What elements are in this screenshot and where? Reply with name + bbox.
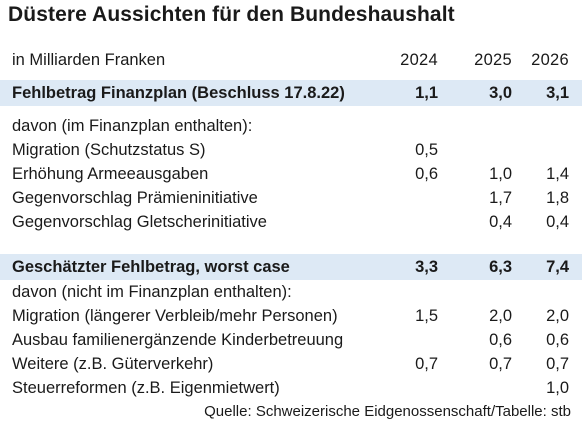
table-row: Migration (längerer Verbleib/mehr Person… — [0, 304, 582, 328]
cell-2026: 1,4 — [546, 165, 569, 183]
table-row: Erhöhung Armeeausgaben 0,6 1,0 1,4 — [0, 162, 582, 186]
cell-2026: 7,4 — [546, 258, 569, 276]
cell-2025: 1,0 — [489, 165, 512, 183]
table-row-subheading: davon (nicht im Finanzplan enthalten): — [0, 280, 582, 304]
cell-2025: 2,0 — [489, 307, 512, 325]
table-row-summary: Geschätzter Fehlbetrag, worst case 3,3 6… — [0, 254, 582, 280]
unit-label: in Milliarden Franken — [12, 51, 166, 69]
cell-2024: 0,6 — [415, 165, 438, 183]
cell-2025: 0,4 — [489, 213, 512, 231]
table-row-subheading: davon (im Finanzplan enthalten): — [0, 114, 582, 138]
row-label: Fehlbetrag Finanzplan (Beschluss 17.8.22… — [12, 84, 345, 102]
table-row: Steuerreformen (z.B. Eigenmietwert) 1,0 — [0, 376, 582, 400]
year-header-2024: 2024 — [400, 51, 438, 69]
row-label: davon (im Finanzplan enthalten): — [12, 117, 253, 135]
cell-2026: 1,0 — [546, 379, 569, 397]
year-header-2025: 2025 — [474, 51, 512, 69]
cell-2025: 0,6 — [489, 331, 512, 349]
row-label: Migration (längerer Verbleib/mehr Person… — [12, 307, 338, 325]
cell-2024: 3,3 — [415, 258, 438, 276]
row-label: Erhöhung Armeeausgaben — [12, 165, 209, 183]
table-row-summary: Fehlbetrag Finanzplan (Beschluss 17.8.22… — [0, 80, 582, 106]
cell-2025: 0,7 — [489, 355, 512, 373]
cell-2026: 3,1 — [546, 84, 569, 102]
table-row: Weitere (z.B. Güterverkehr) 0,7 0,7 0,7 — [0, 352, 582, 376]
page-title: Düstere Aussichten für den Bundeshaushal… — [8, 3, 455, 26]
row-label: Ausbau familienergänzende Kinderbetreuun… — [12, 331, 344, 349]
table-row: Migration (Schutzstatus S) 0,5 — [0, 138, 582, 162]
table-row: Ausbau familienergänzende Kinderbetreuun… — [0, 328, 582, 352]
year-header-2026: 2026 — [531, 51, 569, 69]
row-label: Geschätzter Fehlbetrag, worst case — [12, 258, 290, 276]
row-label: Gegenvorschlag Prämieninitiative — [12, 189, 258, 207]
cell-2024: 0,7 — [415, 355, 438, 373]
row-label: davon (nicht im Finanzplan enthalten): — [12, 283, 292, 301]
cell-2026: 1,8 — [546, 189, 569, 207]
row-label: Weitere (z.B. Güterverkehr) — [12, 355, 214, 373]
table-row: Gegenvorschlag Prämieninitiative 1,7 1,8 — [0, 186, 582, 210]
cell-2025: 1,7 — [489, 189, 512, 207]
row-label: Migration (Schutzstatus S) — [12, 141, 206, 159]
table-header: in Milliarden Franken 2024 2025 2026 — [0, 48, 582, 72]
cell-2026: 0,4 — [546, 213, 569, 231]
source-note: Quelle: Schweizerische Eidgenossenschaft… — [204, 403, 571, 420]
cell-2026: 2,0 — [546, 307, 569, 325]
row-label: Steuerreformen (z.B. Eigenmietwert) — [12, 379, 280, 397]
cell-2026: 0,6 — [546, 331, 569, 349]
cell-2025: 6,3 — [489, 258, 512, 276]
table-row: Gegenvorschlag Gletscherinitiative 0,4 0… — [0, 210, 582, 234]
row-label: Gegenvorschlag Gletscherinitiative — [12, 213, 267, 231]
cell-2024: 1,5 — [415, 307, 438, 325]
budget-table: in Milliarden Franken 2024 2025 2026 Feh… — [0, 48, 582, 400]
cell-2025: 3,0 — [489, 84, 512, 102]
cell-2026: 0,7 — [546, 355, 569, 373]
cell-2024: 1,1 — [415, 84, 438, 102]
cell-2024: 0,5 — [415, 141, 438, 159]
